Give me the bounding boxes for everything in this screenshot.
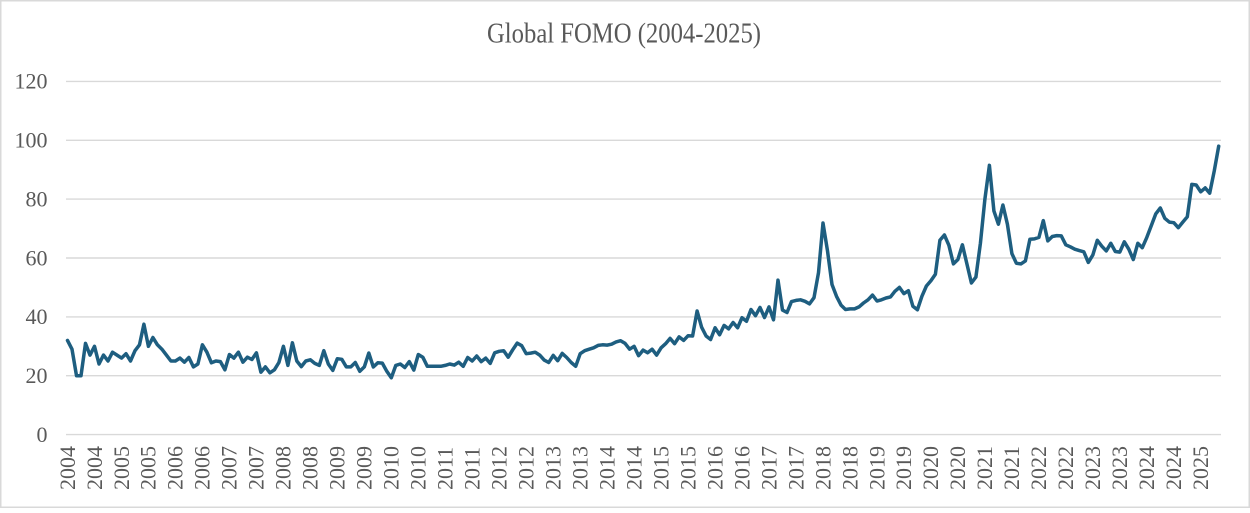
svg-text:Global FOMO (2004-2025): Global FOMO (2004-2025) [487, 18, 761, 50]
svg-text:2022: 2022 [1053, 446, 1078, 490]
svg-text:2012: 2012 [514, 446, 539, 490]
svg-text:2015: 2015 [675, 446, 700, 490]
svg-text:2024: 2024 [1134, 446, 1159, 490]
svg-text:2025: 2025 [1188, 446, 1213, 490]
svg-text:2005: 2005 [109, 446, 134, 490]
svg-text:2007: 2007 [217, 446, 242, 490]
svg-text:2019: 2019 [864, 446, 889, 490]
svg-text:2017: 2017 [783, 446, 808, 490]
svg-text:2010: 2010 [379, 446, 404, 490]
svg-text:2023: 2023 [1080, 446, 1105, 490]
svg-text:2004: 2004 [55, 446, 80, 490]
svg-text:2007: 2007 [244, 446, 269, 490]
svg-text:2013: 2013 [541, 446, 566, 490]
svg-text:2024: 2024 [1161, 446, 1186, 490]
svg-text:2019: 2019 [891, 446, 916, 490]
svg-text:2005: 2005 [136, 446, 161, 490]
svg-text:2006: 2006 [190, 446, 215, 490]
svg-text:2011: 2011 [433, 447, 458, 490]
svg-text:2011: 2011 [460, 447, 485, 490]
svg-text:2023: 2023 [1107, 446, 1132, 490]
svg-text:2021: 2021 [999, 446, 1024, 490]
svg-text:2008: 2008 [298, 446, 323, 490]
svg-text:2010: 2010 [406, 446, 431, 490]
svg-text:2021: 2021 [972, 446, 997, 490]
svg-text:2013: 2013 [568, 446, 593, 490]
svg-text:2022: 2022 [1026, 446, 1051, 490]
svg-text:2015: 2015 [648, 446, 673, 490]
svg-text:2018: 2018 [837, 446, 862, 490]
svg-text:2020: 2020 [945, 446, 970, 490]
svg-text:60: 60 [26, 245, 48, 270]
svg-text:2014: 2014 [621, 446, 646, 490]
svg-text:0: 0 [37, 422, 48, 447]
svg-text:100: 100 [15, 128, 48, 153]
svg-text:2012: 2012 [487, 446, 512, 490]
svg-text:2016: 2016 [729, 446, 754, 490]
svg-text:2009: 2009 [352, 446, 377, 490]
svg-text:120: 120 [15, 69, 48, 94]
svg-text:2009: 2009 [325, 446, 350, 490]
svg-text:80: 80 [26, 186, 48, 211]
svg-text:2016: 2016 [702, 446, 727, 490]
svg-text:2020: 2020 [918, 446, 943, 490]
svg-text:2014: 2014 [594, 446, 619, 490]
svg-text:2017: 2017 [756, 446, 781, 490]
svg-text:40: 40 [26, 304, 48, 329]
svg-text:2018: 2018 [810, 446, 835, 490]
svg-text:2006: 2006 [163, 446, 188, 490]
svg-text:20: 20 [26, 363, 48, 388]
svg-text:2008: 2008 [271, 446, 296, 490]
svg-text:2004: 2004 [82, 446, 107, 490]
